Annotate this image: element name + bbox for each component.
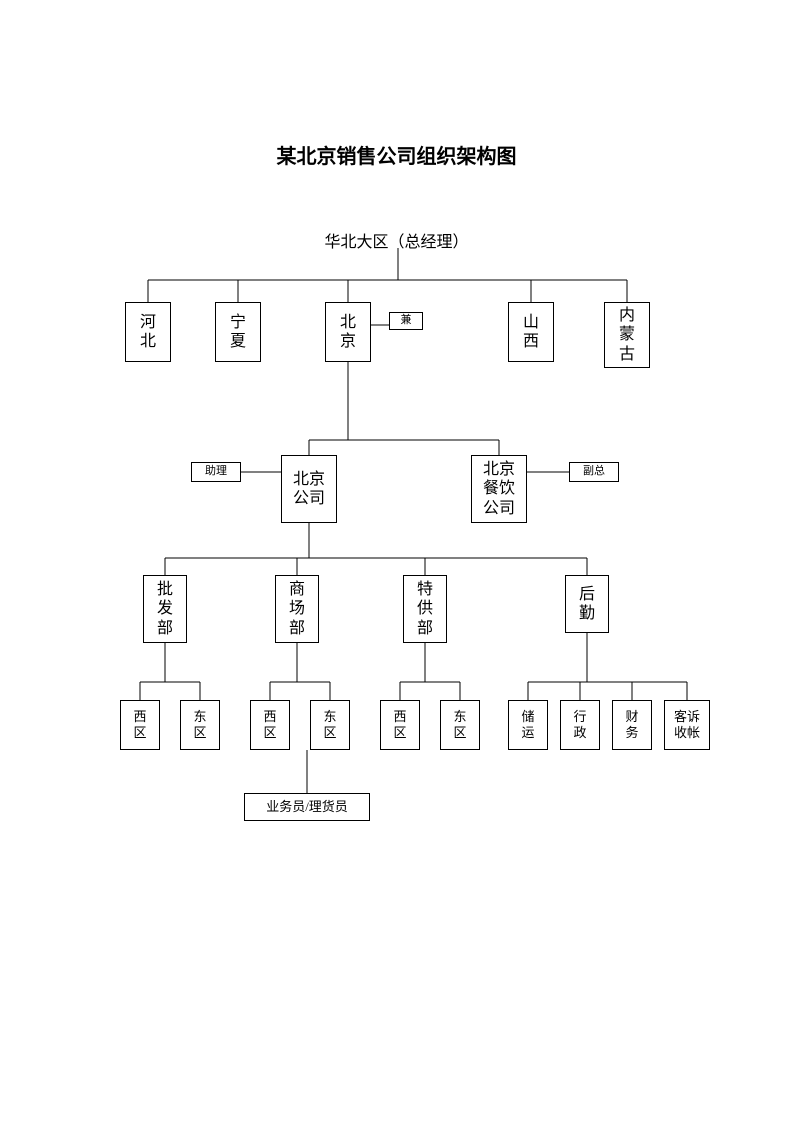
node-label-line: 区	[323, 725, 336, 741]
node-label-line: 政	[573, 725, 586, 741]
node-label-line: 部	[417, 619, 433, 638]
node-label-line: 区	[393, 725, 406, 741]
l4-xingzheng: 行政	[560, 700, 600, 750]
node-label-line: 公司	[483, 499, 515, 518]
node-label-line: 勤	[579, 604, 595, 623]
node-label-line: 行	[573, 709, 586, 725]
node-label-line: 后	[579, 585, 595, 604]
node-label-line: 西	[133, 709, 146, 725]
node-label-line: 西	[393, 709, 406, 725]
node-label-line: 北京	[483, 460, 515, 479]
node-label-line: 东	[193, 709, 206, 725]
node-label-line: 区	[263, 725, 276, 741]
bottom-staff: 业务员/理货员	[244, 793, 370, 821]
l2-fuzong: 副总	[569, 462, 619, 482]
node-label-line: 批	[157, 580, 173, 599]
node-label-line: 部	[289, 619, 305, 638]
node-label-line: 供	[417, 599, 433, 618]
node-label: 业务员/理货员	[266, 799, 348, 815]
node-label: 助理	[205, 465, 227, 478]
l4-caiwu: 财务	[612, 700, 652, 750]
node-label-line: 客诉	[674, 709, 700, 725]
chart-title: 某北京销售公司组织架构图	[0, 140, 793, 169]
l2-zhuli: 助理	[191, 462, 241, 482]
node-label-line: 公司	[293, 489, 325, 508]
node-label-line: 储	[521, 709, 534, 725]
l4-tg-xi: 西区	[380, 700, 420, 750]
node-label-line: 商	[289, 580, 305, 599]
l1-beijing: 北京	[325, 302, 371, 362]
node-label: 北京	[340, 313, 356, 351]
l1-jian: 兼	[389, 312, 423, 330]
node-label: 宁夏	[230, 313, 246, 351]
node-label-line: 区	[133, 725, 146, 741]
l4-pifa-xi: 西区	[120, 700, 160, 750]
root-label: 华北大区（总经理）	[0, 228, 793, 252]
l4-chuyun: 储运	[508, 700, 548, 750]
l3-shangchang: 商场部	[275, 575, 319, 643]
l4-pifa-dong: 东区	[180, 700, 220, 750]
node-label-line: 区	[193, 725, 206, 741]
l1-ningxia: 宁夏	[215, 302, 261, 362]
node-label-line: 东	[453, 709, 466, 725]
node-label: 河北	[140, 313, 156, 351]
l1-shanxi: 山西	[508, 302, 554, 362]
l4-kesu: 客诉收帐	[664, 700, 710, 750]
node-label-line: 餐饮	[483, 479, 515, 498]
l4-sc-xi: 西区	[250, 700, 290, 750]
node-label: 副总	[583, 465, 605, 478]
l2-bjcy: 北京餐饮公司	[471, 455, 527, 523]
node-label-line: 部	[157, 619, 173, 638]
node-label-line: 场	[289, 599, 305, 618]
node-label-line: 运	[521, 725, 534, 741]
node-label-line: 收帐	[674, 725, 700, 741]
node-label-line: 财	[625, 709, 638, 725]
node-label-line: 区	[453, 725, 466, 741]
node-label-line: 西	[263, 709, 276, 725]
l1-neimeng: 内蒙古	[604, 302, 650, 368]
node-label-line: 东	[323, 709, 336, 725]
l3-houqin: 后勤	[565, 575, 609, 633]
l2-bjgs: 北京公司	[281, 455, 337, 523]
l3-tegong: 特供部	[403, 575, 447, 643]
node-label-line: 务	[625, 725, 638, 741]
node-label: 内蒙古	[619, 306, 635, 364]
l4-sc-dong: 东区	[310, 700, 350, 750]
node-label-line: 北京	[293, 470, 325, 489]
node-label: 兼	[401, 314, 412, 327]
node-label: 山西	[523, 313, 539, 351]
node-label-line: 发	[157, 599, 173, 618]
l1-hebei: 河北	[125, 302, 171, 362]
node-label-line: 特	[417, 580, 433, 599]
l4-tg-dong: 东区	[440, 700, 480, 750]
l3-pifa: 批发部	[143, 575, 187, 643]
